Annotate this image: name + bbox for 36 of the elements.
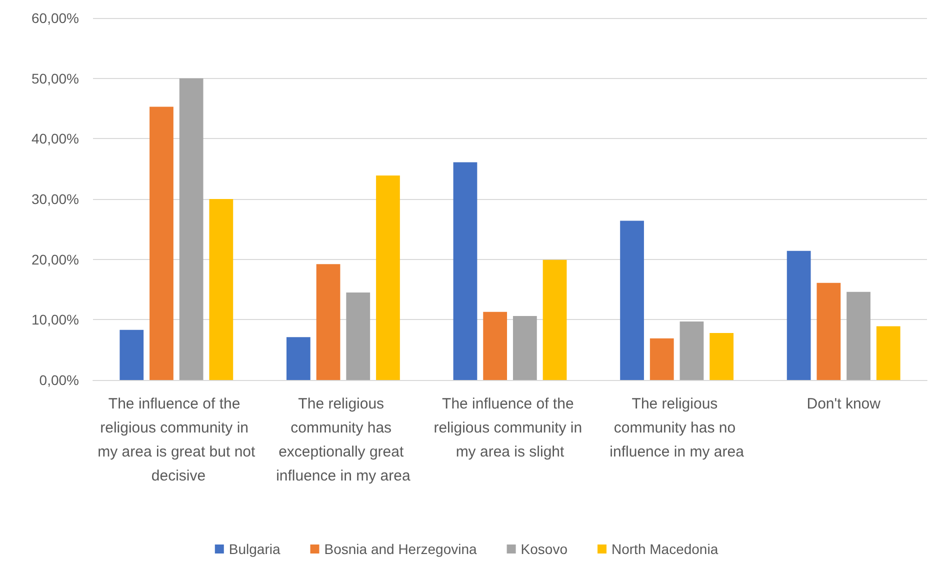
y-tick-label: 50,00%	[32, 70, 79, 86]
bar	[620, 220, 644, 380]
bar	[453, 162, 478, 380]
bar	[286, 337, 310, 380]
legend-label: Bulgaria	[228, 541, 280, 557]
bar	[209, 199, 234, 380]
bar	[542, 260, 567, 380]
bar	[876, 326, 900, 380]
bar	[710, 332, 734, 380]
bar	[650, 338, 674, 380]
bar	[786, 250, 811, 380]
y-tick-label: 40,00%	[32, 130, 79, 147]
bar	[150, 106, 174, 380]
x-tick-label: The religious community has no influence in my area	[610, 396, 745, 460]
legend-label: Bosnia and Herzegovina	[324, 541, 478, 557]
y-tick-label: 0,00%	[39, 372, 79, 388]
x-tick-label: The influence of the religious community in my area is great but not decisive	[98, 396, 256, 484]
x-tick-label: Don't know	[806, 396, 881, 412]
bar	[346, 292, 370, 380]
y-tick-label: 10,00%	[32, 312, 79, 328]
legend-label: North Macedonia	[611, 541, 718, 557]
y-tick-label: 20,00%	[32, 251, 79, 268]
bar	[846, 292, 870, 380]
bar	[680, 321, 704, 380]
bar	[376, 175, 400, 380]
bar	[816, 282, 841, 380]
bar	[179, 78, 204, 380]
bar	[316, 264, 340, 380]
y-tick-label: 60,00%	[32, 10, 79, 26]
legend-label: Kosovo	[520, 541, 568, 557]
x-tick-label: The influence of the religious community in my area is slight	[434, 396, 586, 460]
bar	[120, 330, 144, 380]
bar	[483, 312, 508, 380]
x-tick-label: The religious community has exceptionally great influence in my area	[276, 396, 411, 484]
bar	[512, 316, 537, 380]
y-tick-label: 30,00%	[32, 191, 79, 207]
